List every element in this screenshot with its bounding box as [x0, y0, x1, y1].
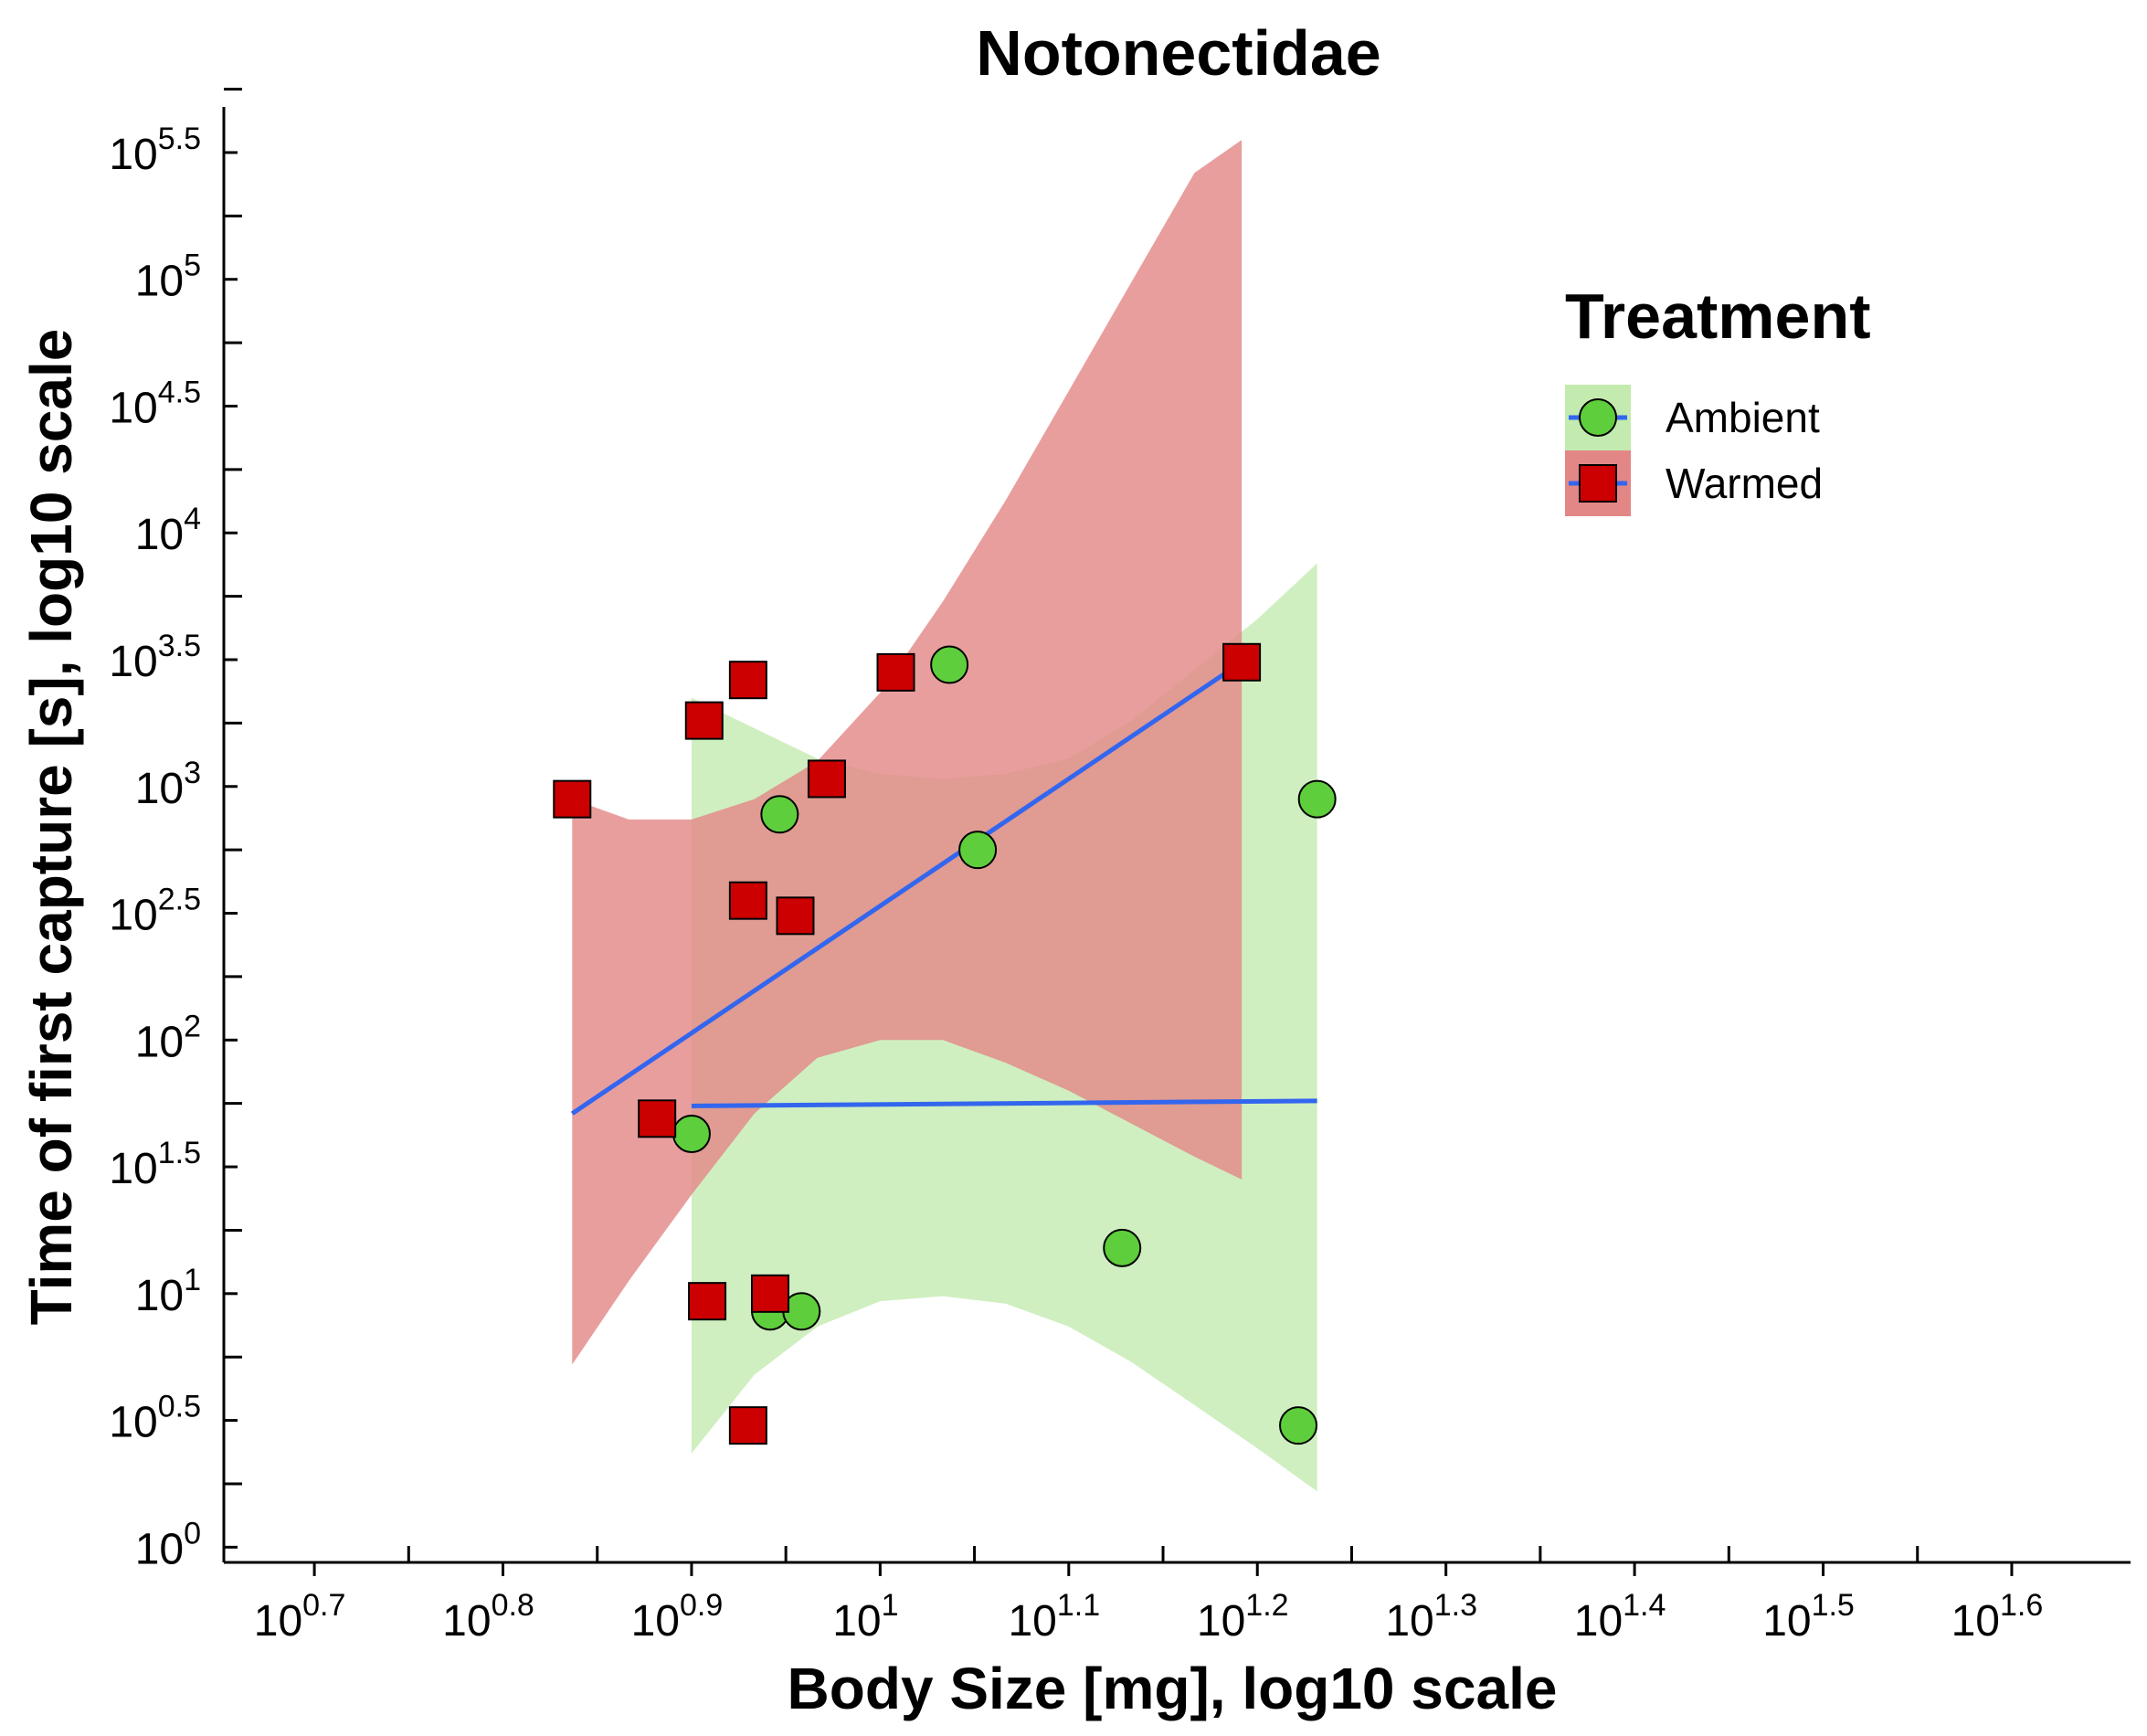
x-tick-label: 100.8 — [442, 1588, 534, 1646]
point-ambient-8 — [1279, 1406, 1318, 1445]
data-points — [553, 642, 1337, 1445]
y-tick-label: 101.5 — [109, 1136, 201, 1193]
x-tick-label: 101.2 — [1197, 1588, 1289, 1646]
legend-label-ambient: Ambient — [1666, 394, 1820, 441]
legend-marker-warmed — [1579, 464, 1617, 503]
point-warmed-4 — [688, 1282, 727, 1321]
x-tick-label: 101.1 — [1008, 1588, 1100, 1646]
point-ambient-1 — [672, 1114, 711, 1153]
fit-line-warmed — [570, 660, 1243, 1116]
y-tick-label: 104.5 — [109, 375, 201, 432]
point-warmed-8 — [751, 1274, 790, 1313]
ci-band-warmed — [572, 140, 1243, 1365]
x-tick-label: 101 — [832, 1588, 898, 1646]
point-ambient-9 — [1297, 779, 1337, 819]
y-axis-label: Time of first capture [s], log10 scale — [18, 329, 84, 1326]
x-tick-label: 100.7 — [254, 1588, 346, 1646]
x-tick-label: 101.3 — [1385, 1588, 1477, 1646]
y-tick-label: 100.5 — [109, 1390, 201, 1447]
point-ambient-2 — [760, 795, 799, 834]
x-axis-label: Body Size [mg], log10 scale — [788, 1656, 1558, 1721]
fit-lines — [570, 660, 1317, 1116]
x-axis: 100.7 100.8 100.9 101 101.1 101.2 101.3 101.4 10… — [224, 1546, 2131, 1646]
point-warmed-9 — [776, 896, 815, 936]
point-warmed-5 — [728, 661, 767, 700]
point-ambient-6 — [958, 831, 998, 870]
y-tick-label: 102 — [135, 1009, 201, 1066]
confidence-bands — [572, 140, 1317, 1492]
y-tick-label: 103.5 — [109, 629, 201, 686]
y-tick-label: 104 — [135, 502, 201, 559]
point-ambient-7 — [1103, 1228, 1142, 1267]
y-tick-label: 103 — [135, 756, 201, 813]
point-ambient-5 — [930, 645, 969, 684]
x-tick-label: 101.5 — [1762, 1588, 1855, 1646]
point-warmed-11 — [876, 652, 915, 692]
legend-label-warmed: Warmed — [1666, 460, 1823, 507]
legend-marker-ambient — [1579, 398, 1617, 437]
chart-title: Notonectidae — [976, 17, 1380, 89]
y-tick-label: 101 — [135, 1263, 201, 1320]
y-tick-label: 105 — [135, 249, 201, 306]
point-warmed-3 — [684, 701, 724, 740]
point-warmed-12 — [1222, 642, 1262, 682]
legend-title: Treatment — [1565, 281, 1871, 352]
point-warmed-1 — [553, 779, 592, 819]
legend: Treatment Ambient Warmed — [1565, 281, 1871, 516]
fit-line-ambient — [691, 1098, 1317, 1108]
y-tick-label: 102.5 — [109, 883, 201, 940]
point-warmed-2 — [638, 1099, 677, 1138]
point-warmed-6 — [728, 881, 767, 920]
point-warmed-10 — [807, 759, 846, 799]
x-tick-label: 101.4 — [1574, 1588, 1666, 1646]
point-warmed-7 — [728, 1406, 767, 1445]
y-tick-label: 105.5 — [109, 122, 201, 179]
x-tick-label: 100.9 — [631, 1588, 724, 1646]
y-axis: 100 100.5 101 101.5 102 102.5 103 103.5 104 104.5… — [109, 88, 242, 1573]
y-tick-label: 100 — [135, 1516, 201, 1573]
x-tick-label: 101.6 — [1951, 1588, 2044, 1646]
